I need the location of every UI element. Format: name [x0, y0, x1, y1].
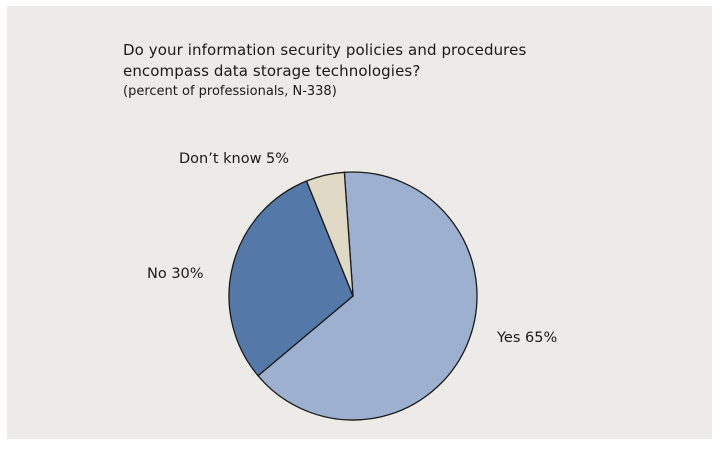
pie-slice-dont-know [305, 171, 354, 297]
pie-slice-yes [257, 171, 478, 421]
chart-title-line-2: encompass data storage technologies? [123, 62, 421, 80]
slice-label-yes: Yes 65% [496, 330, 557, 346]
pie-slices [228, 171, 478, 421]
slice-label-no: No 30% [147, 266, 204, 282]
pie-labels: Yes 65% No 30% Don’t know 5% [147, 151, 557, 346]
chart-subtitle: (percent of professionals, N-338) [123, 84, 337, 99]
slice-label-dont-know: Don’t know 5% [179, 151, 289, 167]
chart-title-line-1: Do your information security policies an… [123, 41, 527, 59]
pie-slice-no [228, 180, 354, 377]
chart-title-block: Do your information security policies an… [123, 40, 526, 101]
